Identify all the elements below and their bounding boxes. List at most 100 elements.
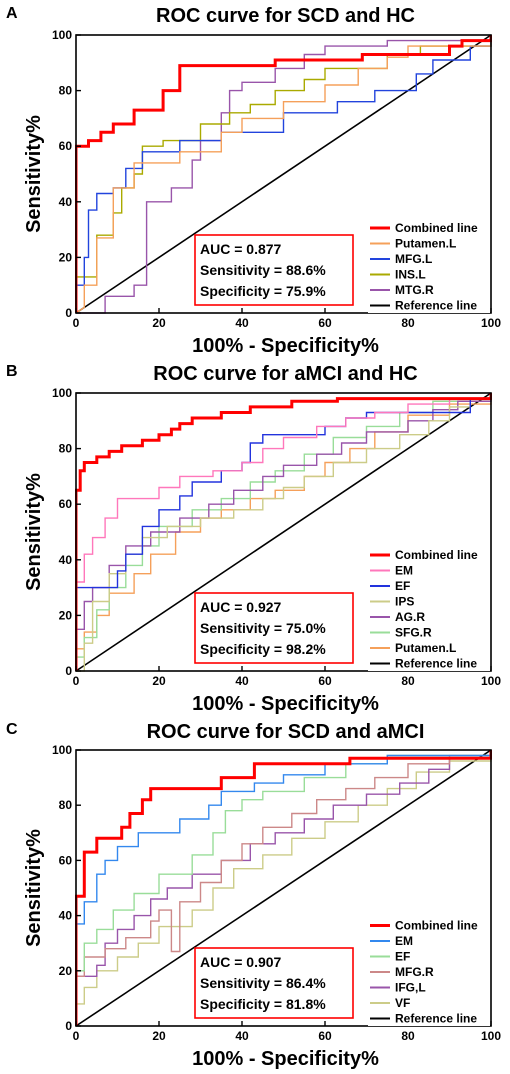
series-line-3: [75, 750, 492, 1026]
legend-label-1: EM: [395, 934, 413, 948]
legend-label-6: Putamen.L: [395, 641, 456, 655]
stats-box: [194, 592, 354, 664]
y-axis-label: Sensitivity%: [23, 829, 45, 947]
y-tick-label: 20: [59, 250, 73, 264]
y-tick-label: 20: [59, 608, 73, 622]
panel-label: B: [6, 363, 18, 380]
legend-label-3: MFG.R: [395, 965, 434, 979]
panel-label: C: [6, 721, 18, 738]
y-tick-label: 0: [65, 306, 72, 320]
series-line-0: [75, 35, 492, 313]
x-axis-label: 100% - Specificity%: [192, 335, 379, 357]
series-line-2: [75, 35, 492, 313]
x-tick-label: 40: [235, 1029, 249, 1043]
legend-label-2: MFG.L: [395, 252, 432, 266]
x-tick-label: 80: [401, 1029, 415, 1043]
series-line-4: [76, 35, 492, 314]
x-tick-label: 80: [401, 316, 415, 330]
stats-line: AUC = 0.877: [200, 241, 282, 257]
x-tick-label: 20: [152, 316, 166, 330]
legend-label-2: EF: [395, 579, 410, 593]
y-axis-label: Sensitivity%: [23, 115, 45, 233]
stats-line: Sensitivity = 86.4%: [200, 975, 326, 991]
legend-label-1: EM: [395, 564, 413, 578]
y-tick-label: 80: [59, 798, 73, 812]
x-tick-label: 0: [73, 316, 80, 330]
series-line-1: [75, 35, 492, 314]
legend-label-7: Reference line: [395, 657, 477, 671]
y-axis-label: Sensitivity%: [23, 473, 45, 591]
series-line-1: [75, 750, 492, 1026]
series-line-7: [75, 392, 492, 672]
roc-panel-a: A ROC curve for SCD and HC 0 20 40 60 80 100 0 20…: [6, 5, 501, 357]
y-tick-label: 60: [59, 497, 73, 511]
y-tick-label: 0: [65, 1019, 72, 1033]
chart-title: ROC curve for SCD and HC: [156, 5, 415, 27]
stats-box: [194, 234, 354, 306]
roc-panel-b: B ROC curve for aMCI and HC 0 20 40 60 80 100 0 2…: [6, 363, 501, 715]
legend-label-4: AG.R: [395, 610, 425, 624]
chart-title: ROC curve for aMCI and HC: [153, 363, 417, 385]
legend-label-4: IFG,L: [395, 981, 426, 995]
x-tick-label: 60: [318, 674, 332, 688]
x-tick-label: 100: [481, 316, 501, 330]
x-tick-label: 100: [481, 674, 501, 688]
legend-label-0: Combined line: [395, 919, 478, 933]
series-line-5: [75, 750, 492, 1026]
y-tick-label: 40: [59, 553, 73, 567]
stats-line: Specificity = 98.2%: [200, 641, 326, 657]
x-tick-label: 0: [73, 674, 80, 688]
stats-line: Specificity = 75.9%: [200, 283, 326, 299]
roc-panel-c: C ROC curve for SCD and aMCI 0 20 40 60 80 100 0…: [6, 721, 501, 1070]
stats-line: Specificity = 81.8%: [200, 996, 326, 1012]
legend-label-5: VF: [395, 996, 410, 1010]
y-tick-label: 20: [59, 964, 73, 978]
stats-line: AUC = 0.927: [200, 599, 282, 615]
series-line-2: [75, 750, 492, 1026]
x-tick-label: 100: [481, 1029, 501, 1043]
plot-frame: [75, 392, 492, 672]
legend-label-3: INS.L: [395, 268, 426, 282]
legend-label-5: SFG.R: [395, 626, 432, 640]
x-tick-label: 0: [73, 1029, 80, 1043]
y-tick-label: 40: [59, 195, 73, 209]
legend-label-0: Combined line: [395, 221, 478, 235]
y-tick-label: 100: [52, 28, 72, 42]
legend-label-3: IPS: [395, 595, 414, 609]
x-tick-label: 20: [152, 674, 166, 688]
x-tick-label: 60: [318, 316, 332, 330]
y-tick-label: 0: [65, 664, 72, 678]
y-tick-label: 40: [59, 909, 73, 923]
y-tick-label: 60: [59, 139, 73, 153]
series-line-5: [75, 34, 492, 314]
series-line-3: [76, 393, 492, 672]
series-line-6: [75, 749, 492, 1027]
stats-line: Sensitivity = 75.0%: [200, 620, 326, 636]
x-tick-label: 20: [152, 1029, 166, 1043]
series-line-1: [75, 393, 492, 671]
y-tick-label: 80: [59, 84, 73, 98]
chart-title: ROC curve for SCD and aMCI: [147, 721, 425, 743]
series-line-0: [75, 393, 492, 671]
x-axis-label: 100% - Specificity%: [192, 1048, 379, 1070]
legend-label-5: Reference line: [395, 299, 477, 313]
x-tick-label: 40: [235, 674, 249, 688]
x-axis-label: 100% - Specificity%: [192, 693, 379, 715]
x-tick-label: 60: [318, 1029, 332, 1043]
plot-frame: [75, 749, 492, 1027]
x-tick-label: 80: [401, 674, 415, 688]
y-tick-label: 100: [52, 386, 72, 400]
x-tick-label: 40: [235, 316, 249, 330]
panel-label: A: [6, 5, 18, 22]
plot-frame: [75, 34, 492, 314]
legend-label-1: Putamen.L: [395, 237, 456, 251]
legend-label-2: EF: [395, 950, 410, 964]
legend-label-4: MTG.R: [395, 283, 434, 297]
series-line-0: [75, 750, 492, 1026]
y-tick-label: 60: [59, 853, 73, 867]
y-tick-label: 100: [52, 743, 72, 757]
legend-label-0: Combined line: [395, 548, 478, 562]
